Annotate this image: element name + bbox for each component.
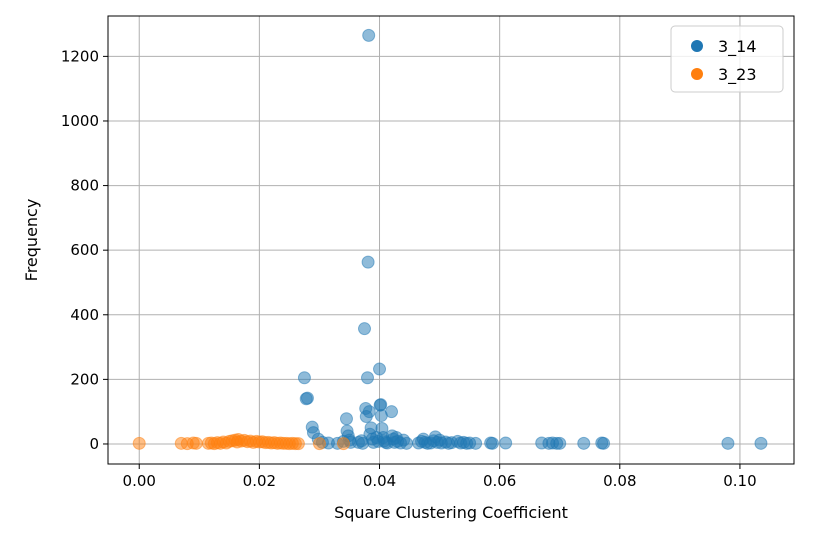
data-point — [721, 436, 735, 450]
data-point — [132, 436, 146, 450]
x-tick-label: 0.08 — [603, 472, 636, 490]
data-point — [300, 391, 314, 405]
data-point — [400, 436, 414, 450]
data-point — [312, 437, 326, 451]
data-point — [553, 436, 567, 450]
legend-marker-3-23 — [691, 68, 703, 80]
y-tick-label: 400 — [70, 306, 99, 324]
x-axis-title: Square Clustering Coefficient — [334, 503, 568, 522]
series-3-14 — [297, 28, 768, 450]
y-axis-ticks: 0 200 400 600 800 1000 1200 — [61, 47, 108, 453]
y-tick-label: 200 — [70, 370, 99, 388]
data-point — [336, 437, 350, 451]
x-axis-ticks: 0.00 0.02 0.04 0.06 0.08 0.10 — [123, 464, 757, 490]
data-point — [373, 362, 387, 376]
y-tick-label: 800 — [70, 177, 99, 195]
data-point — [297, 371, 311, 385]
x-tick-label: 0.04 — [363, 472, 396, 490]
data-point — [597, 436, 611, 450]
plot-frame — [107, 15, 795, 465]
y-tick-label: 0 — [89, 435, 99, 453]
x-tick-label: 0.00 — [123, 472, 156, 490]
data-point — [339, 412, 353, 426]
data-point — [291, 437, 305, 451]
data-point — [754, 436, 768, 450]
legend: 3_14 3_23 — [670, 25, 784, 93]
data-series — [132, 28, 768, 451]
data-point — [577, 436, 591, 450]
y-tick-label: 1200 — [61, 47, 99, 65]
y-axis-title: Frequency — [22, 199, 41, 282]
data-point — [189, 436, 203, 450]
data-point — [361, 255, 375, 269]
legend-label-3-14: 3_14 — [718, 37, 757, 57]
data-point — [362, 405, 376, 419]
data-point — [499, 436, 513, 450]
legend-label-3-23: 3_23 — [718, 65, 757, 85]
data-point — [361, 371, 374, 385]
legend-marker-3-14 — [691, 40, 703, 52]
data-point — [485, 436, 499, 450]
data-point — [469, 436, 483, 450]
x-tick-label: 0.10 — [723, 472, 756, 490]
data-point — [362, 28, 376, 42]
x-tick-label: 0.06 — [483, 472, 516, 490]
data-point — [374, 398, 388, 412]
x-tick-label: 0.02 — [243, 472, 276, 490]
y-tick-label: 1000 — [61, 112, 99, 130]
data-point — [385, 405, 399, 419]
series-3-23 — [132, 432, 350, 451]
y-tick-label: 600 — [70, 241, 99, 259]
data-point — [358, 322, 371, 336]
